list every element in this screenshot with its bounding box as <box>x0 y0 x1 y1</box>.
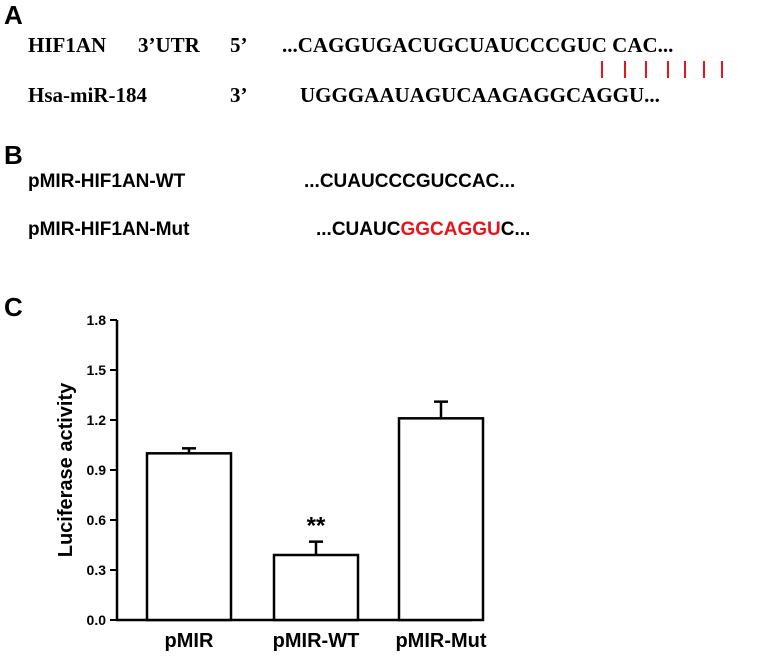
x-tick-label: pMIR <box>165 630 214 652</box>
wt-sequence: ...CUAUCCCGUCCAC... <box>304 171 516 192</box>
mut-seq-before: ...CUAUC <box>316 219 401 240</box>
y-tick-label: 1.8 <box>87 312 107 328</box>
bar <box>397 417 485 622</box>
base-pair-line <box>667 61 669 78</box>
mut-sequence: ...CUAUCGGCAGGUC... <box>316 219 530 241</box>
base-pair-line <box>645 61 647 78</box>
base-pair-line <box>601 61 603 78</box>
y-tick-label: 0.0 <box>87 612 107 628</box>
panel-c-label: C <box>4 292 23 322</box>
wt-construct-suffix: -HIF1AN-WT <box>74 171 186 192</box>
bar <box>145 452 233 622</box>
mut-construct-prefix: pMIR <box>28 219 75 240</box>
x-tick-label: pMIR-WT <box>273 630 360 652</box>
hif1an-utr-sequence: ...CAGGUGACUGCUAUCCCGUC CAC... <box>282 33 674 57</box>
y-tick-label: 1.2 <box>87 412 107 428</box>
wt-construct-name: pMIR-HIF1AN-WT <box>28 171 185 193</box>
panel-a-label: A <box>4 0 23 30</box>
wt-construct-prefix: pMIR <box>28 171 75 192</box>
panel-b-label: B <box>4 140 23 170</box>
base-pair-line <box>624 61 626 78</box>
mirna-sequence: UGGGAAUAGUCAAGAGGCAGGU... <box>300 83 660 107</box>
y-tick-label: 0.3 <box>87 562 107 578</box>
mut-construct-suffix: -HIF1AN-Mut <box>74 219 190 240</box>
mut-construct-name: pMIR-HIF1AN-Mut <box>28 219 189 241</box>
bar <box>272 553 360 622</box>
hif1an-5prime: 5’ <box>230 33 248 57</box>
mut-seq-after: C... <box>500 219 531 240</box>
y-axis-label: Luciferase activity <box>55 382 77 557</box>
y-tick-label: 1.5 <box>87 362 107 378</box>
significance-annotation: ** <box>307 513 326 540</box>
mirna-3prime: 3’ <box>230 83 248 107</box>
base-pair-line <box>721 61 723 78</box>
base-pair-line <box>703 61 705 78</box>
base-pair-line <box>684 61 686 78</box>
y-tick-label: 0.9 <box>87 462 107 478</box>
mirna-name: Hsa-miR-184 <box>28 83 147 107</box>
mut-seq-mutated: GGCAGGU <box>400 219 501 240</box>
hif1an-gene-name: HIF1AN <box>28 33 107 57</box>
x-tick-label: pMIR-Mut <box>395 630 486 652</box>
hif1an-region: 3’UTR <box>138 33 200 57</box>
y-tick-label: 0.6 <box>87 512 107 528</box>
